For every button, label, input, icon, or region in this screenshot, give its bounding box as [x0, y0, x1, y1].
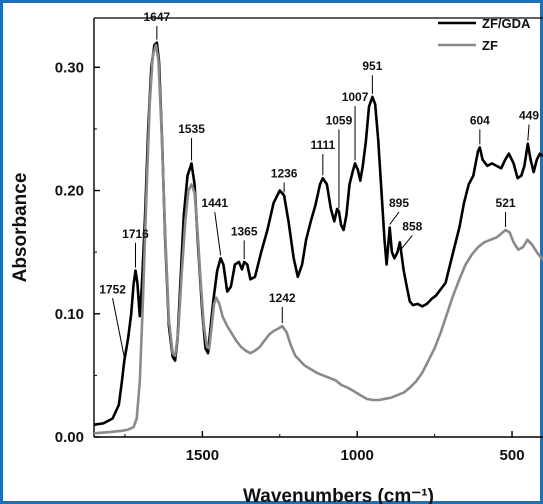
peak-label: 1752 [99, 282, 126, 296]
legend-label: ZF/GDA [482, 16, 531, 31]
peak-label: 521 [496, 196, 516, 210]
peak-label: 1535 [178, 122, 205, 136]
y-tick-label: 0.10 [55, 306, 84, 323]
peak-label: 1111 [310, 138, 335, 152]
peak-label: 1647 [144, 10, 171, 24]
x-tick-label: 500 [500, 447, 525, 464]
peak-label: 1441 [201, 196, 228, 210]
peak-label: 1242 [269, 291, 296, 305]
peak-leader-line [214, 211, 222, 256]
peak-leader-line [400, 235, 413, 250]
peak-label: 951 [362, 59, 382, 73]
peak-leader-line [527, 124, 530, 141]
x-tick-label: 1500 [186, 447, 219, 464]
y-axis-title: Absorbance [10, 173, 31, 283]
legend: ZF/GDA ZF [438, 16, 531, 53]
x-axis-title: Wavenumbers (cm⁻¹) [243, 486, 434, 504]
peak-label: 895 [389, 196, 409, 210]
peak-label: 1716 [122, 227, 149, 241]
legend-label: ZF [482, 38, 498, 53]
peak-label: 858 [402, 219, 422, 233]
peak-label: 449 [519, 109, 539, 123]
x-tick-label: 1000 [341, 447, 374, 464]
series-line-zf [93, 43, 543, 435]
ftir-chart: 0.00 0.10 0.20 0.30 1500 1000 500 1752 1716 1647… [10, 10, 543, 504]
peak-label: 604 [470, 113, 490, 127]
peak-label: 1236 [271, 166, 298, 180]
peak-label: 1059 [326, 113, 353, 127]
y-tick-label: 0.30 [55, 59, 84, 76]
axes-layer: 0.00 0.10 0.20 0.30 1500 1000 500 [55, 17, 543, 464]
y-tick-label: 0.20 [55, 183, 84, 200]
peak-label: 1007 [342, 90, 369, 104]
peak-label: 1365 [231, 224, 258, 238]
y-tick-label: 0.00 [55, 429, 84, 446]
series-layer [93, 41, 543, 435]
peak-leader-line [389, 211, 400, 225]
peak-leader-line [112, 298, 125, 358]
